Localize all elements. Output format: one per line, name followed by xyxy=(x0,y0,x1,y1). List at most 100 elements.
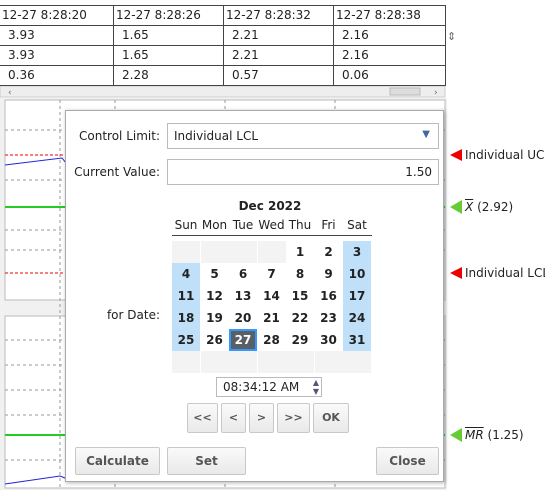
day-cell[interactable]: 30 xyxy=(314,329,343,351)
ok-button[interactable]: OK xyxy=(313,403,349,433)
empty-day xyxy=(200,351,229,373)
ucl-marker xyxy=(450,149,462,161)
table-cell: 0.06 xyxy=(334,66,446,86)
empty-day xyxy=(172,351,200,373)
weekday-label: Fri xyxy=(321,218,336,232)
day-cell[interactable]: 1 xyxy=(286,241,314,263)
mean-label: X (2.92) xyxy=(465,200,513,214)
day-cell[interactable]: 27 xyxy=(229,329,257,351)
table-cell: 0.57 xyxy=(224,66,334,86)
day-cell[interactable]: 18 xyxy=(172,307,200,329)
column-header[interactable]: 12-27 8:28:20 xyxy=(0,6,114,26)
time-input[interactable]: 08:34:12 AM ▲ ▼ xyxy=(216,377,322,397)
day-cell[interactable]: 4 xyxy=(172,263,200,285)
mr-marker xyxy=(450,428,462,442)
empty-day xyxy=(229,351,257,373)
control-limit-dropdown[interactable]: Individual LCL ▼ xyxy=(167,123,439,149)
column-header[interactable]: 12-27 8:28:38 xyxy=(334,6,446,26)
control-limit-label: Control Limit: xyxy=(79,129,160,143)
day-cell[interactable]: 11 xyxy=(172,285,200,307)
lcl-marker xyxy=(450,267,462,279)
mr-value: (1.25) xyxy=(487,428,524,442)
table-cell: 2.28 xyxy=(114,66,224,86)
empty-day xyxy=(229,241,257,263)
empty-day xyxy=(286,351,314,373)
day-cell[interactable]: 9 xyxy=(314,263,343,285)
weekday-label: Tue xyxy=(232,218,254,232)
day-cell[interactable]: 19 xyxy=(200,307,229,329)
day-cell[interactable]: 10 xyxy=(343,263,371,285)
day-cell[interactable]: 23 xyxy=(314,307,343,329)
mean-symbol: X xyxy=(465,200,474,214)
nav-button[interactable]: << xyxy=(187,403,218,433)
scroll-right[interactable]: › xyxy=(434,88,438,98)
day-cell[interactable]: 24 xyxy=(343,307,371,329)
day-cell[interactable]: 14 xyxy=(257,285,286,307)
mr-label: MR (1.25) xyxy=(465,428,524,442)
day-cell[interactable]: 17 xyxy=(343,285,371,307)
day-cell[interactable]: 8 xyxy=(286,263,314,285)
day-cell[interactable]: 28 xyxy=(257,329,286,351)
table-cell: 1.65 xyxy=(114,26,224,46)
weekday-label: Sun xyxy=(174,218,198,232)
weekday-label: Thu xyxy=(288,218,312,232)
table-cell: 2.21 xyxy=(224,26,334,46)
table-cell: 3.93 xyxy=(0,26,114,46)
h-scrollbar[interactable] xyxy=(0,85,446,98)
day-cell[interactable]: 20 xyxy=(229,307,257,329)
ucl-label: Individual UCL xyxy=(465,148,545,162)
day-cell[interactable]: 2 xyxy=(314,241,343,263)
calendar: Sun Mon Tue Wed Thu Fri Sat 1 2 3 4 5 6 7 8 9 10 11 12 13 14… xyxy=(172,215,372,375)
table-cell: 0.36 xyxy=(0,66,114,86)
data-table: 12-27 8:28:20 12-27 8:28:26 12-27 8:28:32 1… xyxy=(0,5,446,86)
nav-button[interactable]: >> xyxy=(277,403,310,433)
empty-day xyxy=(172,241,200,263)
close-button[interactable]: Close xyxy=(376,447,439,475)
dropdown-arrow[interactable]: ▼ xyxy=(422,129,430,140)
empty-day xyxy=(314,351,343,373)
table-cell: 2.16 xyxy=(334,46,446,66)
day-cell[interactable]: 6 xyxy=(229,263,257,285)
day-cell[interactable]: 3 xyxy=(343,241,371,263)
day-cell[interactable]: 26 xyxy=(200,329,229,351)
mean-value: (2.92) xyxy=(477,200,514,214)
day-cell[interactable]: 12 xyxy=(200,285,229,307)
table-cell: 2.21 xyxy=(224,46,334,66)
nav-button[interactable]: > xyxy=(249,403,274,433)
mean-marker xyxy=(450,200,462,214)
time-spinner[interactable]: ▲ ▼ xyxy=(312,378,319,396)
column-header[interactable]: 12-27 8:28:32 xyxy=(224,6,334,26)
table-cell: 2.16 xyxy=(334,26,446,46)
time-value: 08:34:12 AM xyxy=(223,380,300,394)
empty-day xyxy=(257,351,286,373)
empty-day xyxy=(343,351,371,373)
day-cell[interactable]: 31 xyxy=(343,329,371,351)
scroll-left[interactable]: ‹ xyxy=(8,88,12,98)
current-value-input[interactable]: 1.50 xyxy=(167,159,439,185)
empty-day xyxy=(200,241,229,263)
calculate-button[interactable]: Calculate xyxy=(75,447,160,475)
current-value: 1.50 xyxy=(405,165,432,179)
day-cell[interactable]: 7 xyxy=(257,263,286,285)
weekday-label: Mon xyxy=(201,218,228,232)
day-cell[interactable]: 22 xyxy=(286,307,314,329)
day-cell[interactable]: 25 xyxy=(172,329,200,351)
day-cell[interactable]: 21 xyxy=(257,307,286,329)
table-cell: 1.65 xyxy=(114,46,224,66)
nav-button[interactable]: < xyxy=(221,403,246,433)
set-button[interactable]: Set xyxy=(167,447,246,475)
day-cell[interactable]: 13 xyxy=(229,285,257,307)
day-cell[interactable]: 16 xyxy=(314,285,343,307)
spinner-icon[interactable]: ⇕ xyxy=(447,30,456,43)
dialog: Control Limit: Individual LCL ▼ Current V… xyxy=(65,110,444,482)
scroll-thumb[interactable] xyxy=(389,87,421,96)
weekday-label: Sat xyxy=(347,218,367,232)
day-cell[interactable]: 29 xyxy=(286,329,314,351)
day-cell[interactable]: 15 xyxy=(286,285,314,307)
day-cell[interactable]: 5 xyxy=(200,263,229,285)
lcl-label: Individual LCL ( xyxy=(465,266,545,280)
calendar-month: Dec 2022 xyxy=(238,199,302,213)
dropdown-value: Individual LCL xyxy=(174,129,259,143)
column-header[interactable]: 12-27 8:28:26 xyxy=(114,6,224,26)
